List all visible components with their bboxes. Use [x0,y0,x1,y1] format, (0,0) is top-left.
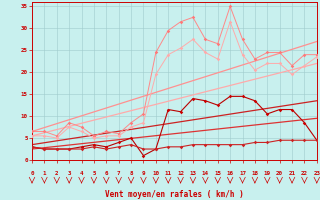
X-axis label: Vent moyen/en rafales ( km/h ): Vent moyen/en rafales ( km/h ) [105,190,244,199]
